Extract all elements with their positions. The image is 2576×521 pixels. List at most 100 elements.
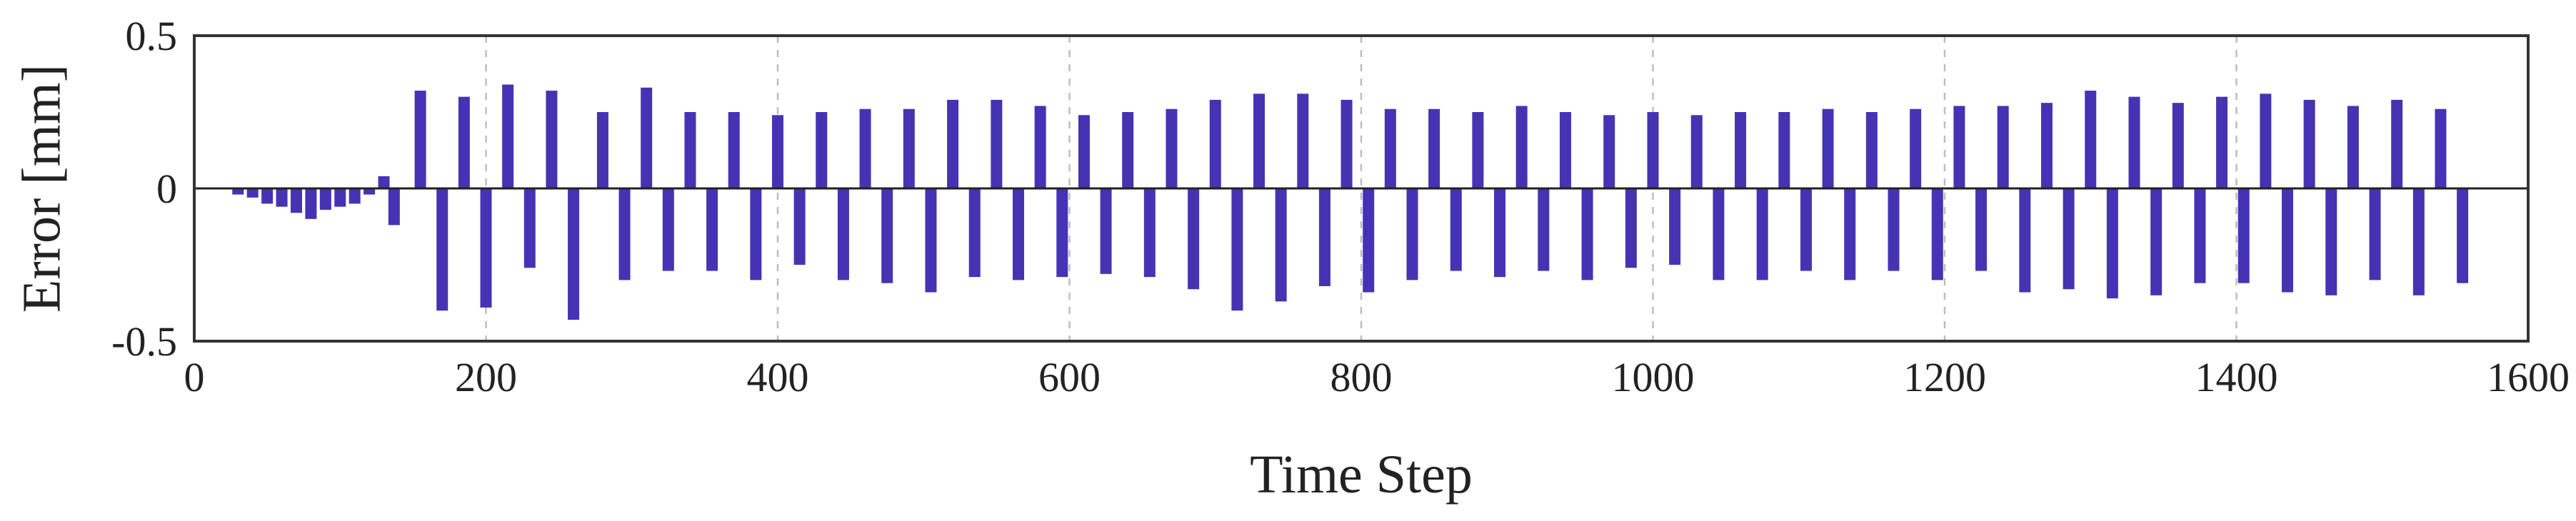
bar (684, 112, 696, 188)
y-tick-label: -0.5 (111, 318, 177, 365)
bar (1581, 188, 1593, 280)
bar (1013, 188, 1025, 280)
bar (2412, 188, 2425, 295)
bar (436, 188, 448, 311)
bar (1625, 188, 1637, 268)
bar (662, 188, 674, 271)
bar (1143, 188, 1156, 278)
x-axis-title: Time Step (1250, 445, 1473, 505)
bar (1778, 112, 1790, 188)
bar (837, 188, 849, 280)
bar (2260, 93, 2272, 188)
bar (1735, 112, 1747, 188)
bar (232, 188, 244, 195)
bar (1844, 188, 1856, 280)
bar (2019, 188, 2031, 293)
bar (261, 188, 274, 204)
bar (1450, 188, 1462, 271)
bar (1188, 188, 1200, 290)
bar (1800, 188, 1812, 271)
bar (968, 188, 981, 278)
bar (706, 188, 718, 271)
bar (859, 108, 871, 188)
bar (1538, 188, 1550, 271)
bar (246, 188, 259, 198)
bar (816, 112, 828, 188)
x-tick-label: 400 (747, 354, 809, 400)
bar (1953, 106, 1965, 188)
bar (2457, 188, 2469, 283)
bar (2106, 188, 2118, 299)
bar (2347, 106, 2359, 188)
bar (1231, 188, 1243, 311)
bar (618, 188, 631, 280)
bar (2303, 99, 2315, 188)
bar (1713, 188, 1725, 280)
bar (1122, 112, 1134, 188)
bar (596, 112, 608, 188)
bar (947, 99, 959, 188)
bar (319, 188, 331, 210)
bar (641, 87, 653, 188)
bar (1428, 108, 1440, 188)
bar (1888, 188, 1900, 271)
bar (1669, 188, 1681, 265)
plot-frame (193, 34, 2530, 343)
bar (1975, 188, 1988, 271)
bar (2281, 188, 2293, 293)
bar (991, 99, 1003, 188)
x-tick-label: 600 (1038, 354, 1101, 400)
bar (1100, 188, 1112, 274)
bar (1363, 188, 1375, 293)
bar (1406, 188, 1418, 280)
bar (414, 91, 426, 188)
bar (1209, 99, 1221, 188)
bar (276, 188, 288, 207)
bar (1166, 108, 1178, 188)
x-tick-label: 0 (184, 354, 205, 400)
bar (388, 188, 400, 226)
y-tick-labels: -0.5 0 0.5 (111, 13, 177, 365)
bar (903, 108, 915, 188)
bar (523, 188, 536, 268)
bar (2369, 188, 2381, 280)
bar (1931, 188, 1943, 280)
bar (1559, 112, 1571, 188)
bar (750, 188, 762, 280)
bar (1340, 99, 1353, 188)
bar (772, 115, 783, 188)
bar (2063, 188, 2075, 290)
bar (1690, 115, 1703, 188)
bars-layer (232, 84, 2469, 320)
bar (2237, 188, 2250, 283)
bar (2040, 103, 2053, 188)
bar (1603, 115, 1615, 188)
bar (1494, 188, 1506, 278)
bar (334, 188, 346, 207)
bar (1318, 188, 1330, 286)
bar (2128, 96, 2140, 188)
bar (364, 188, 376, 195)
bar (925, 188, 937, 293)
bar (2325, 188, 2337, 295)
bar (378, 176, 390, 188)
x-tick-label: 1600 (2487, 354, 2570, 400)
y-tick-label: 0.5 (126, 13, 178, 59)
bar (1275, 188, 1287, 302)
bar (1910, 108, 1922, 188)
bar (1647, 112, 1659, 188)
bar (2172, 103, 2184, 188)
y-axis-title: Error [mm] (11, 64, 71, 313)
x-tick-label: 1200 (1903, 354, 1986, 400)
bar (1297, 93, 1309, 188)
bar (1756, 188, 1768, 280)
bar (2391, 99, 2403, 188)
bar (2150, 188, 2162, 295)
bar (349, 188, 361, 204)
bar (480, 188, 492, 308)
bar (1034, 106, 1046, 188)
bar (1384, 108, 1396, 188)
bar (1078, 115, 1090, 188)
